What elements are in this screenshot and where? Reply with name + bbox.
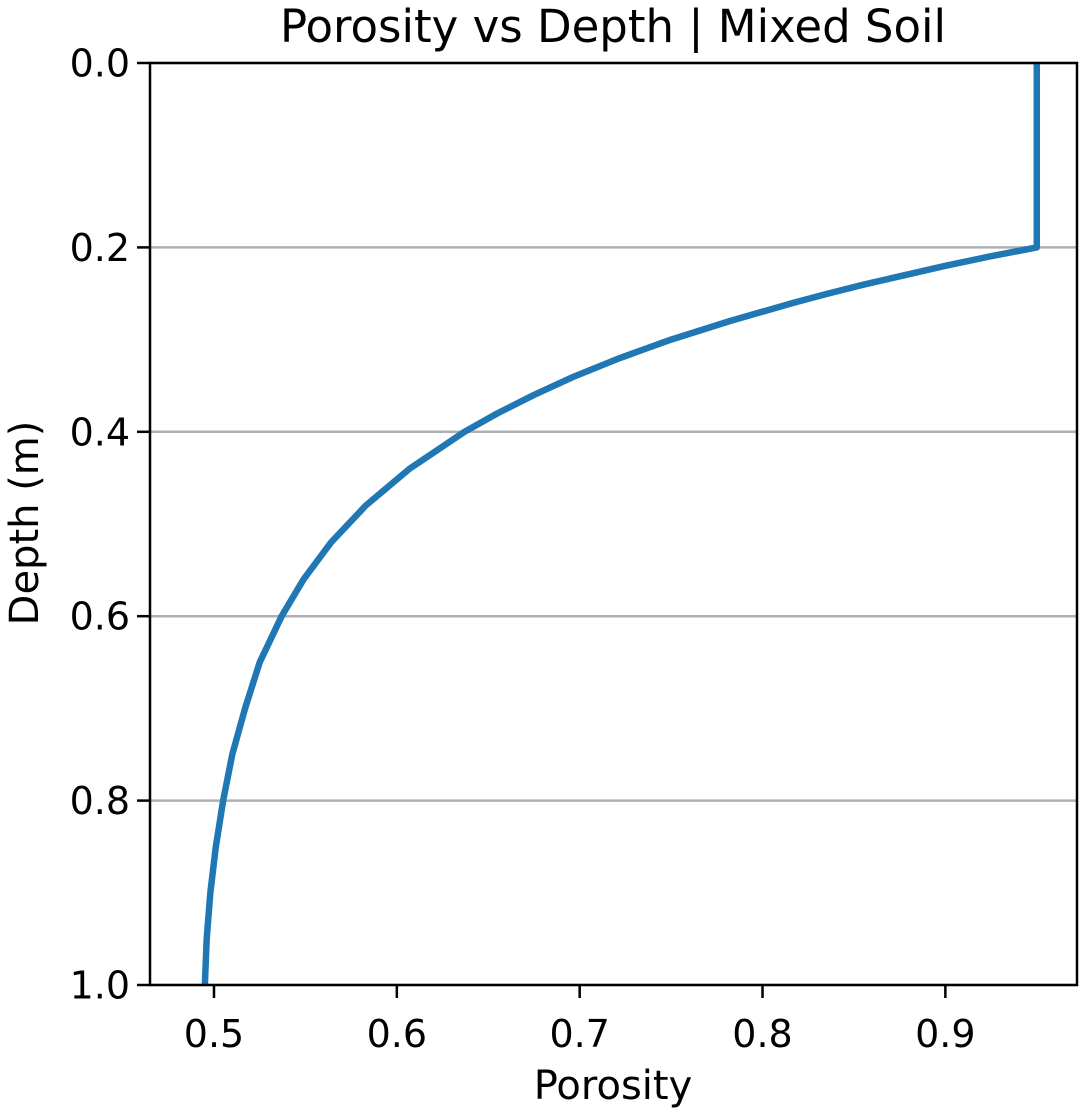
x-axis-label: Porosity [534,1063,693,1109]
chart-title: Porosity vs Depth | Mixed Soil [280,0,946,53]
series-line-porosity-profile [201,63,1041,986]
plot-border [148,61,1079,987]
y-tick-label: 0.0 [70,42,130,86]
y-tick-label: 1.0 [70,964,130,1008]
y-tick-label: 0.8 [70,779,130,823]
y-tick-label: 0.2 [70,226,130,270]
x-tick-label: 0.9 [915,1012,975,1056]
x-tick-label: 0.6 [367,1012,427,1056]
y-tick-label: 0.4 [70,410,130,454]
x-tick-label: 0.7 [549,1012,609,1056]
gridlines [150,61,1077,987]
y-tick-label: 0.6 [70,595,130,639]
y-axis-label: Depth (m) [2,421,48,626]
x-tick-label: 0.5 [184,1012,244,1056]
axis-ticks: 0.5 0.6 0.7 0.8 0.9 0.0 0.2 0.4 0.6 0.8 1.0 [70,42,976,1057]
series-lines [201,63,1041,986]
x-tick-label: 0.8 [732,1012,792,1056]
